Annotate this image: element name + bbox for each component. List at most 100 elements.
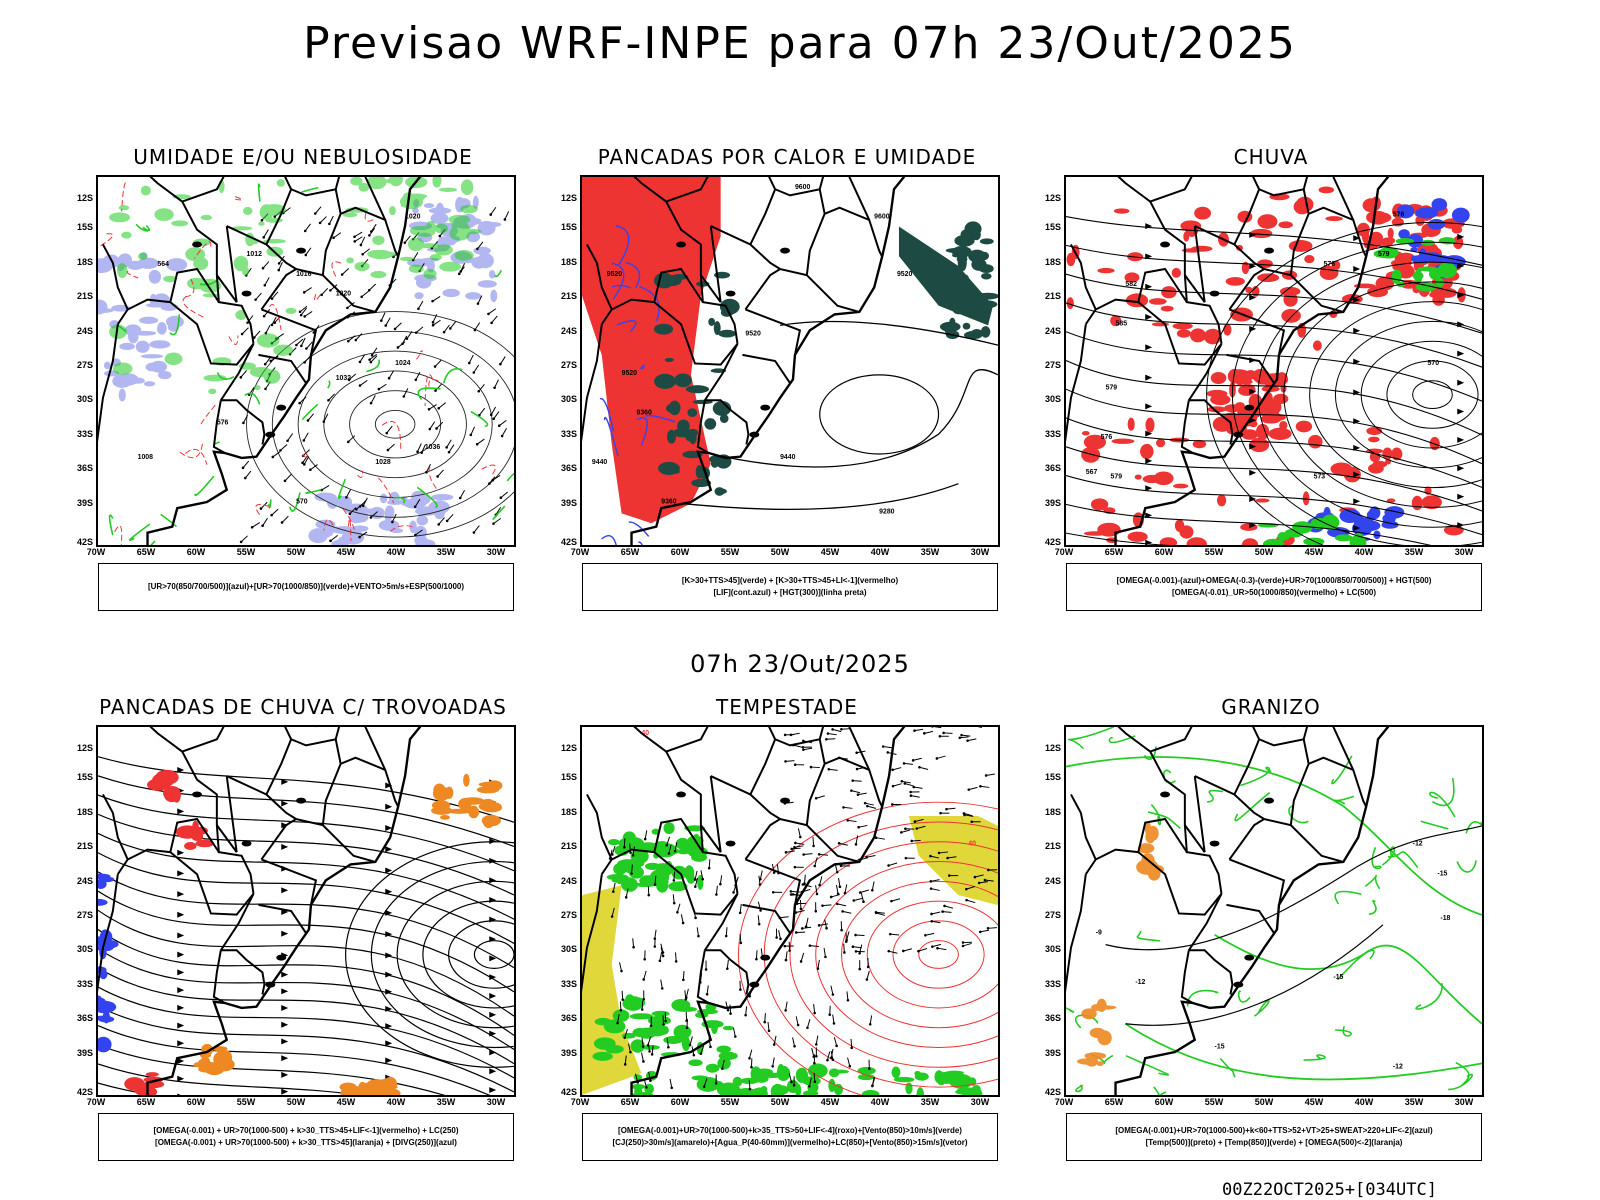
contour-label: -12 — [1135, 979, 1145, 986]
latitude-tick: 12S — [76, 193, 93, 203]
legend-box: [OMEGA(-0.001) + UR>70(1000-500) + k>30_… — [98, 1113, 514, 1161]
weather-map: 1020 1012 1016 1020 1024 1028 1032 1036 1008 576 5… — [98, 177, 514, 545]
contour-label: -9 — [1096, 930, 1102, 937]
longitude-tick: 50W — [1254, 547, 1274, 557]
legend-text: [Temp(500)](preto) + [Temp(850)](verde) … — [1145, 1138, 1403, 1147]
longitude-tick: 30W — [970, 547, 990, 557]
map-frame: 40 40 — [580, 725, 1000, 1097]
contour-label: 9520 — [745, 330, 761, 337]
longitude-tick: 40W — [1354, 1097, 1374, 1107]
latitude-axis: 12S 15S 18S 21S 24S 27S 30S 33S 36S 39S 42S — [1031, 175, 1063, 547]
contour-label: 576 — [217, 419, 229, 426]
shaded-area — [1077, 821, 1165, 1067]
latitude-tick: 18S — [76, 806, 93, 817]
latitude-tick: 36S — [560, 463, 577, 474]
latitude-tick: 24S — [560, 875, 577, 886]
longitude-tick: 55W — [720, 547, 740, 557]
contour-label: 582 — [1125, 281, 1137, 288]
map-borders — [1066, 177, 1390, 545]
hgt300-contours — [680, 320, 998, 511]
legend-box: [UR>70(850/700/500)](azul)+[UR>70(1000/8… — [98, 563, 514, 611]
panel-title: CHUVA — [1233, 145, 1309, 169]
longitude-tick: 70W — [86, 1097, 106, 1107]
contour-label: 1032 — [336, 375, 352, 382]
isolines — [345, 841, 514, 1068]
latitude-tick: 42S — [1044, 537, 1061, 547]
contour-label: 9600 — [874, 214, 890, 221]
latitude-axis: 12S 15S 18S 21S 24S 27S 30S 33S 36S 39S 42S — [547, 725, 579, 1097]
longitude-tick: 45W — [820, 547, 840, 557]
longitude-tick: 70W — [86, 547, 106, 557]
latitude-tick: 12S — [1044, 743, 1061, 753]
contour-label: 40 — [968, 841, 976, 848]
legend-text: [OMEGA(-0.01)_UR>50(1000/850)(vermelho) … — [1171, 588, 1377, 597]
longitude-tick: 70W — [570, 1097, 590, 1107]
contour-label: 576 — [1393, 212, 1405, 219]
longitude-tick: 40W — [1354, 547, 1374, 557]
streamlines — [1066, 216, 1482, 545]
longitude-tick: 30W — [486, 547, 506, 557]
contour-label: 9360 — [636, 409, 652, 416]
contour-label: 579 — [1111, 474, 1123, 481]
legend-text: [CJ(250)>30m/s](amarelo)+[Agua_P(40-60mm… — [612, 1138, 968, 1147]
longitude-tick: 35W — [436, 547, 456, 557]
longitude-axis: 70W 65W 60W 55W 50W 45W 40W 35W 30W — [1055, 1097, 1484, 1109]
latitude-tick: 12S — [76, 743, 93, 753]
map-frame: -12 -15 -18 -12 -15 -15 -12 -9 — [1064, 725, 1484, 1097]
latitude-tick: 21S — [76, 291, 93, 302]
latitude-tick: 21S — [560, 291, 577, 302]
run-timestamp: 00Z22OCT2025+[034UTC] — [1222, 1180, 1437, 1200]
latitude-tick: 24S — [560, 325, 577, 336]
contour-label: 1036 — [425, 444, 441, 451]
latitude-tick: 24S — [76, 325, 93, 336]
contour-labels: 1020 1012 1016 1020 1024 1028 1032 1036 1008 576 5… — [138, 214, 441, 506]
contour-label: 40 — [641, 730, 649, 737]
latitude-tick: 39S — [1044, 497, 1061, 508]
legend-box: [K>30+TTS>45](verde) + [K>30+TTS>45+LI<-… — [582, 563, 998, 611]
latitude-tick: 15S — [560, 772, 577, 783]
contour-label: 9520 — [622, 370, 638, 377]
contour-label: 1008 — [138, 454, 154, 461]
contour-label: 9520 — [607, 271, 623, 278]
latitude-tick: 39S — [560, 1047, 577, 1058]
longitude-tick: 40W — [870, 1097, 890, 1107]
longitude-tick: 40W — [870, 547, 890, 557]
contour-label: -15 — [1215, 1044, 1225, 1051]
latitude-tick: 18S — [560, 256, 577, 267]
longitude-tick: 30W — [970, 1097, 990, 1107]
shaded-area — [109, 177, 482, 395]
weather-map — [98, 727, 514, 1095]
contour-labels: -12 -15 -18 -12 -15 -15 -12 -9 — [1096, 841, 1451, 1071]
latitude-tick: 33S — [1044, 428, 1061, 439]
legend-text: [UR>70(850/700/500)](azul)+[UR>70(1000/8… — [147, 582, 465, 591]
contour-label: 576 — [1101, 434, 1113, 441]
latitude-tick: 42S — [76, 1087, 93, 1097]
latitude-tick: 24S — [76, 875, 93, 886]
latitude-tick: 33S — [560, 428, 577, 439]
longitude-tick: 55W — [720, 1097, 740, 1107]
longitude-tick: 40W — [386, 1097, 406, 1107]
latitude-axis: 12S 15S 18S 21S 24S 27S 30S 33S 36S 39S 42S — [1031, 725, 1063, 1097]
longitude-tick: 55W — [1204, 1097, 1224, 1107]
contour-label: -12 — [1393, 1063, 1403, 1070]
shaded-area — [124, 769, 215, 1095]
longitude-tick: 65W — [620, 547, 640, 557]
contour-labels: 579 576 579 573 576 570 567 579 576 582 585 — [1086, 212, 1439, 481]
longitude-tick: 30W — [1454, 1097, 1474, 1107]
contour-label: 570 — [1428, 360, 1440, 367]
longitude-tick: 60W — [186, 1097, 206, 1107]
map-borders — [1066, 727, 1390, 1095]
longitude-tick: 65W — [620, 1097, 640, 1107]
contour-labels: 40 40 — [641, 730, 976, 848]
contour-label: 564 — [157, 261, 169, 268]
map-frame: 9600 9600 9520 9520 9520 9440 9360 9280 9440 9360… — [580, 175, 1000, 547]
wind-vectors — [239, 206, 510, 544]
contour-label: 9280 — [879, 508, 895, 515]
contour-label: 579 — [1378, 251, 1390, 258]
latitude-tick: 42S — [76, 537, 93, 547]
longitude-tick: 30W — [1454, 547, 1474, 557]
latitude-tick: 21S — [1044, 291, 1061, 302]
longitude-tick: 40W — [386, 547, 406, 557]
longitude-tick: 60W — [186, 547, 206, 557]
latitude-tick: 36S — [76, 1013, 93, 1024]
